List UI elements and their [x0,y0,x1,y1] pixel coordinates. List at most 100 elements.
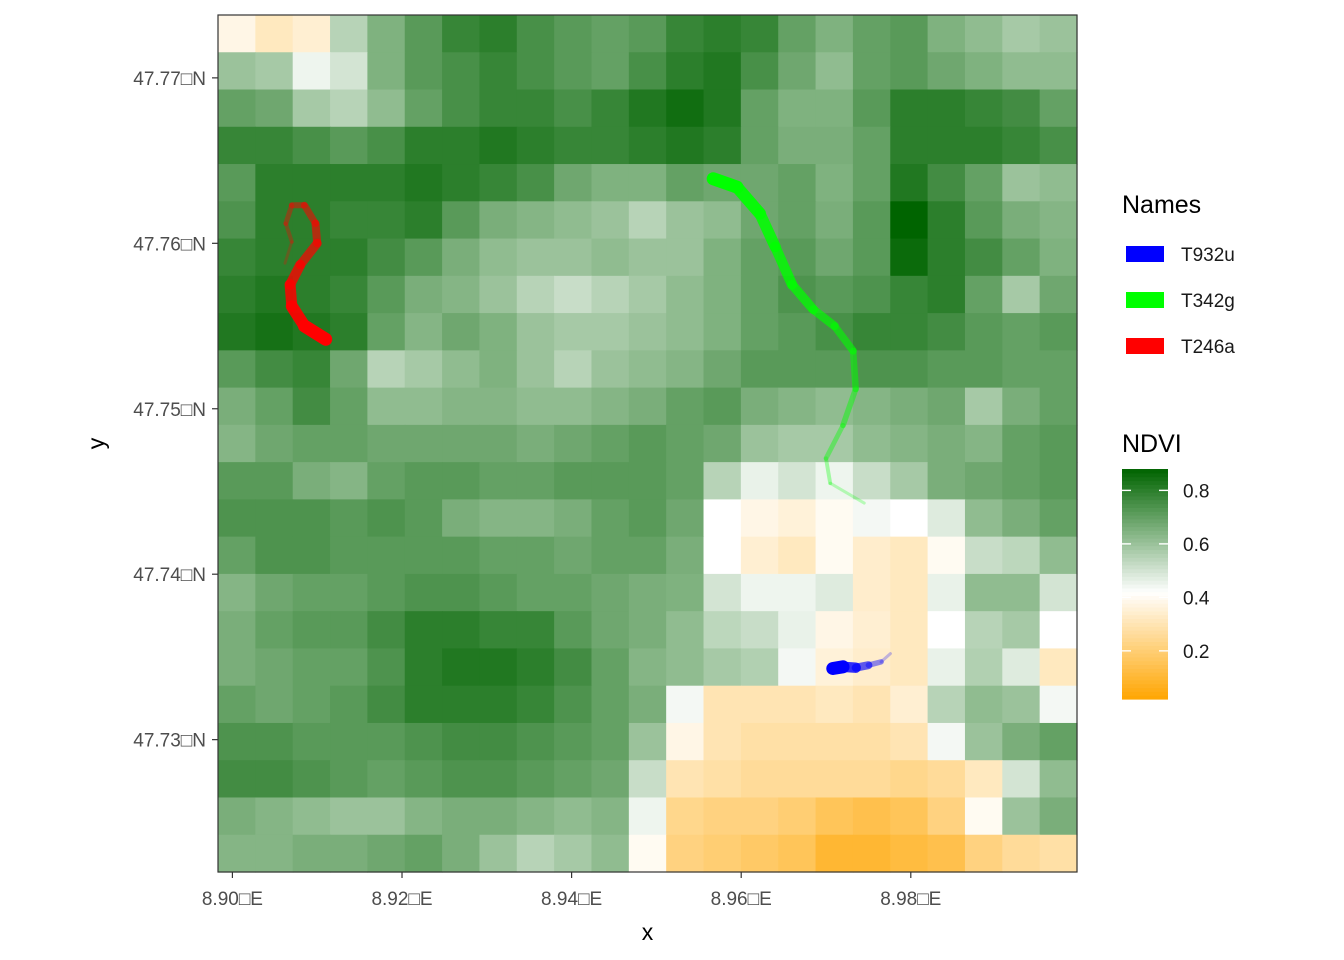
y-tick-label: 47.77□N [133,69,206,90]
legend-label-t246a: T246a [1181,337,1235,358]
raster-cell [442,164,481,202]
raster-cell [479,126,518,165]
raster-cell [666,52,705,91]
colorbar-step [1122,503,1168,508]
raster-cell [554,648,593,687]
raster-cell [815,164,854,202]
raster-cell [255,834,294,873]
raster-cell [442,238,481,277]
raster-cell [852,313,891,351]
raster-cell [554,126,593,165]
raster-cell [516,350,555,389]
raster-cell [367,499,406,538]
raster-cell [367,648,406,687]
raster-cell [740,350,779,389]
raster-cell [591,15,630,53]
raster-cell [479,685,518,724]
raster-cell [292,722,331,761]
raster-cell [591,52,630,91]
raster-cell [255,52,294,91]
raster-cell [1039,573,1078,612]
raster-cell [852,126,891,165]
colorbar-step [1122,656,1168,662]
raster-cell [1039,126,1078,165]
raster-cell [1002,201,1041,240]
raster-cell [442,760,481,799]
track-segment [769,241,798,290]
colorbar-step [1122,549,1168,554]
raster-cell [367,238,406,277]
raster-cell [367,573,406,612]
raster-cell [367,424,406,463]
raster-cell [1002,834,1041,873]
x-tick-label: 8.92□E [371,889,432,910]
raster-cell [516,164,555,202]
raster-cell [890,685,929,724]
raster-cell [927,52,966,91]
raster-cell [927,462,966,500]
raster-cell [255,238,294,277]
track-segment [283,221,294,244]
raster-cell [1002,536,1041,575]
raster-cell [218,201,256,240]
raster-cell [1039,15,1078,53]
raster-cell [1002,685,1041,724]
raster-cell [890,611,929,650]
raster-cell [1002,573,1041,612]
colorbar-step [1122,484,1168,489]
raster-cell [890,350,929,389]
raster-cell [703,536,742,575]
raster-cell [442,89,481,128]
raster-cell [367,52,406,91]
raster-cell [666,424,705,463]
raster-cell [778,350,817,389]
raster-cell [890,834,929,873]
raster-cell [442,462,481,500]
colorbar-step [1122,614,1168,620]
raster-cell [1039,611,1078,650]
raster-cell [367,797,406,836]
colorbar-step [1122,660,1168,666]
raster-cell [1002,350,1041,389]
raster-cell [367,685,406,724]
raster-cell [404,834,443,873]
raster-cell [1039,536,1078,575]
raster-cell [890,760,929,799]
raster-cell [1002,89,1041,128]
raster-cell [1002,499,1041,538]
raster-cell [964,797,1003,836]
raster-cell [367,536,406,575]
y-tick-label: 47.74□N [133,565,206,586]
raster-cell [591,760,630,799]
raster-cell [666,238,705,277]
colorbar-step [1122,538,1168,543]
raster-cell [778,722,817,761]
track-segment [787,280,818,315]
raster-cell [628,834,667,873]
raster-cell [852,350,891,389]
raster-cell [479,573,518,612]
raster-cell [591,573,630,612]
raster-cell [218,573,256,612]
raster-cell [964,648,1003,687]
raster-cell [628,797,667,836]
raster-cell [890,648,929,687]
raster-cell [442,499,481,538]
colorbar-step [1122,679,1168,685]
raster-cell [404,387,443,426]
raster-cell [666,573,705,612]
colorbar-step [1122,591,1168,597]
raster-cell [1002,722,1041,761]
raster-cell [442,387,481,426]
raster-cell [330,462,368,500]
track-segment [840,386,859,429]
raster-cell [852,536,891,575]
raster-cell [367,462,406,500]
raster-cell [292,648,331,687]
raster-cell [778,126,817,165]
legend-key-t342g [1126,292,1164,308]
raster-cell [367,89,406,128]
raster-cell [852,52,891,91]
colorbar-step [1122,676,1168,681]
raster-cell [255,126,294,165]
